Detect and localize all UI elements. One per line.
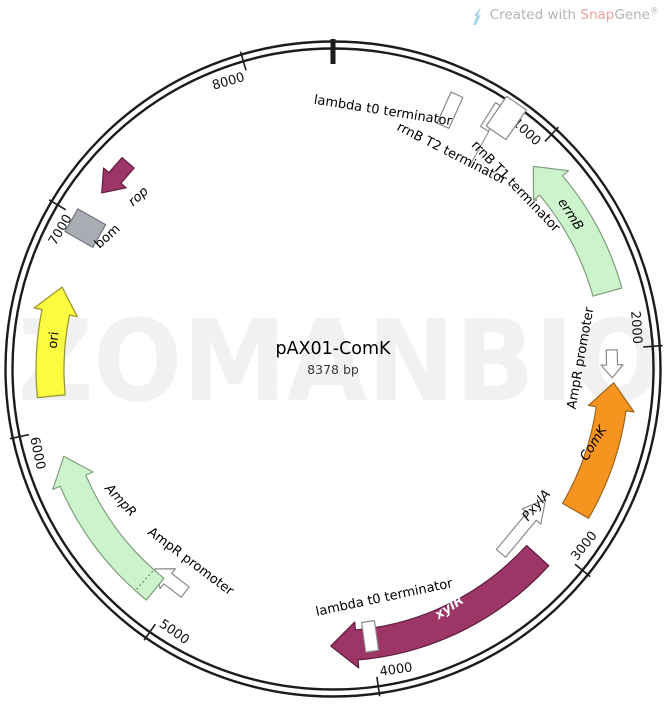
feature-xylr-7[interactable] bbox=[330, 544, 550, 669]
feature-rop-13-label[interactable]: rop bbox=[126, 184, 152, 210]
feature-rop-13[interactable] bbox=[90, 153, 139, 203]
tick-7000 bbox=[48, 199, 67, 211]
tick-6000 bbox=[9, 433, 30, 440]
feature-lambda-t0-terminator-0-label[interactable]: lambda t0 terminator bbox=[313, 93, 454, 130]
snapgene-attribution: Created with SnapGene® bbox=[470, 6, 659, 26]
feature-ermb-3[interactable] bbox=[532, 165, 623, 297]
tick-1000 bbox=[544, 126, 559, 142]
feature-comk-5[interactable] bbox=[562, 382, 635, 519]
feature-lambda-t0-terminator-0[interactable] bbox=[436, 91, 464, 129]
tick-3000 bbox=[574, 563, 591, 578]
feature-ori-11[interactable] bbox=[33, 286, 78, 399]
tick-8000 bbox=[239, 51, 247, 71]
tick-5000 bbox=[143, 623, 156, 641]
tick-2000 bbox=[643, 344, 663, 348]
feature-rrnb-t2-terminator-1-leader-line bbox=[468, 130, 490, 168]
tick-label-2000: 2000 bbox=[627, 310, 644, 344]
plasmid-name: pAX01-ComK bbox=[275, 339, 391, 359]
feature-ampr-promoter-9[interactable] bbox=[147, 559, 192, 602]
plasmid-length: 8378 bp bbox=[307, 362, 359, 377]
feature-rrnb-t1-terminator-2[interactable] bbox=[485, 95, 527, 141]
snapgene-icon bbox=[472, 7, 481, 25]
tick-4000 bbox=[376, 676, 381, 697]
attribution-prefix: Created with bbox=[489, 7, 581, 23]
feature-ori-11-label[interactable]: ori bbox=[46, 331, 63, 350]
watermark: ZOMANBIO bbox=[18, 297, 663, 427]
feature-ampr-10[interactable] bbox=[52, 455, 165, 601]
tick-label-8000: 8000 bbox=[211, 70, 247, 94]
registered-mark: ® bbox=[650, 6, 659, 17]
tick-label-3000: 3000 bbox=[568, 529, 600, 564]
feature-ampr-promoter-4[interactable] bbox=[600, 349, 624, 379]
attribution-text: Created with SnapGene® bbox=[490, 6, 659, 25]
feature-pxyla-6[interactable] bbox=[492, 492, 555, 561]
tick-label-4000: 4000 bbox=[379, 660, 414, 680]
feature-lambda-t0-terminator-8[interactable] bbox=[361, 620, 380, 653]
tick-label-5000: 5000 bbox=[156, 617, 192, 648]
feature-bom-12[interactable] bbox=[64, 208, 107, 248]
feature-ampr-promoter-9-label[interactable]: AmpR promoter bbox=[145, 525, 237, 600]
snapgene-brand-snap: Snap bbox=[580, 7, 615, 23]
snapgene-brand-gene: Gene bbox=[614, 7, 650, 23]
tick-label-6000: 6000 bbox=[26, 436, 48, 472]
